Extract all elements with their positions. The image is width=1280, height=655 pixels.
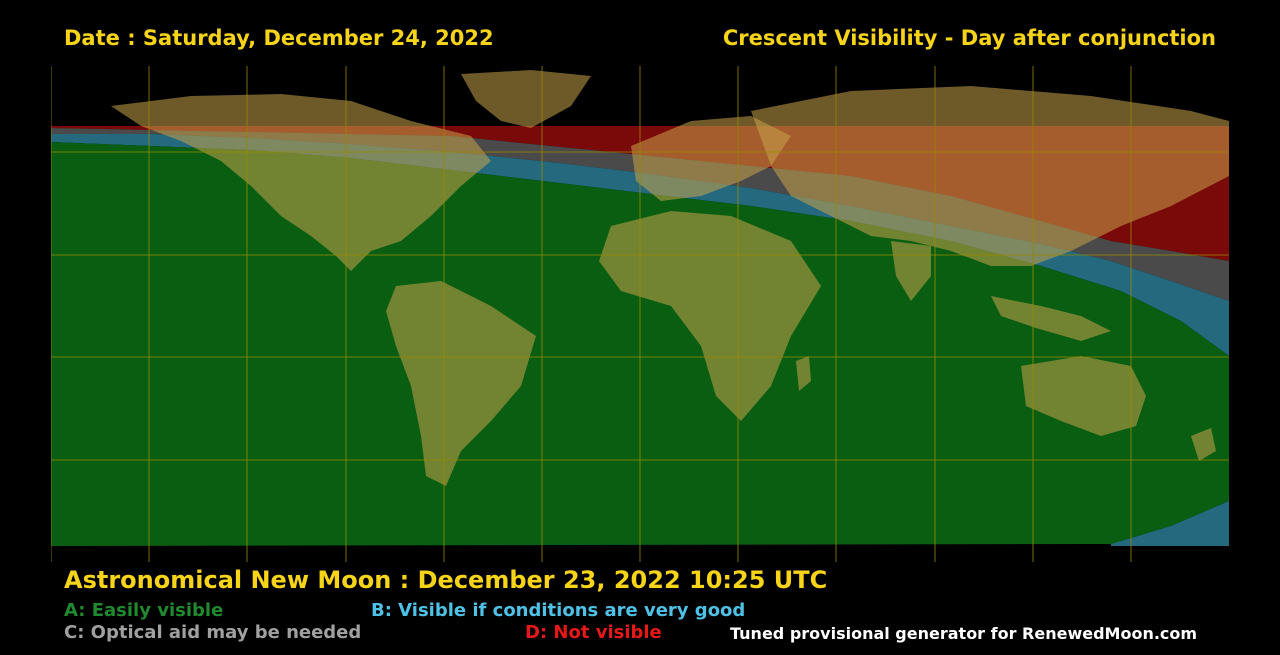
greenland-land [461,70,591,128]
india-land [891,241,931,301]
legend-not-visible: D: Not visible [525,622,662,643]
south-america-land [386,281,536,486]
australia-land [1021,356,1146,436]
asia-land [751,86,1229,266]
generator-credit: Tuned provisional generator for RenewedM… [730,624,1198,643]
date-label: Date : Saturday, December 24, 2022 [64,26,494,50]
new-moon-time: Astronomical New Moon : December 23, 202… [64,566,828,594]
southeast-asia-land [991,296,1111,341]
europe-land [631,116,791,201]
new-zealand-land [1191,428,1216,461]
north-america-land [111,94,491,271]
legend-visible-very-good-conditions: B: Visible if conditions are very good [371,600,746,621]
legend-easily-visible: A: Easily visible [64,600,224,621]
graticule [51,66,1229,562]
map-title: Crescent Visibility - Day after conjunct… [722,26,1216,50]
visibility-map [51,66,1229,562]
africa-land [599,211,821,421]
zone-b-south-region [1111,501,1229,546]
legend-optical-aid: C: Optical aid may be needed [64,622,362,643]
madagascar-land [796,356,811,391]
landmasses [111,70,1229,486]
